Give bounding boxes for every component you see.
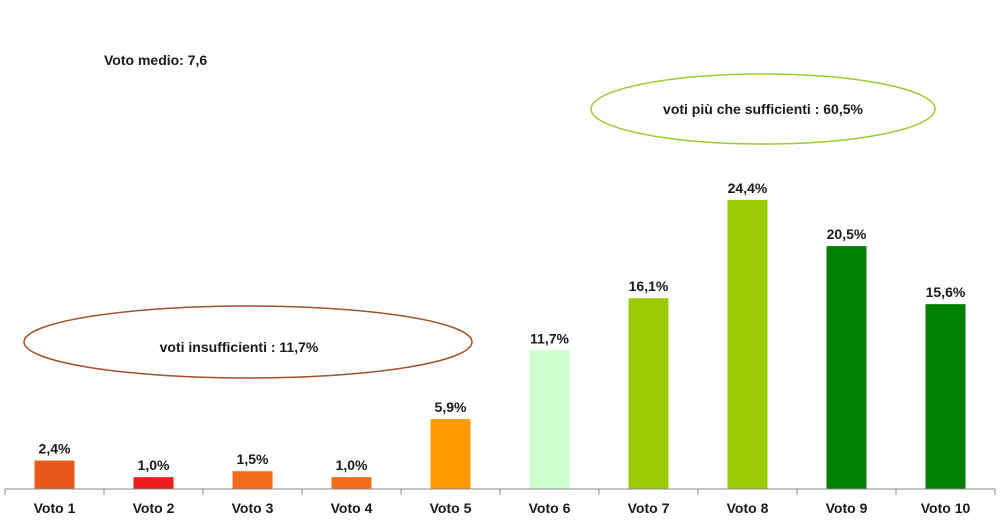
bar-4 [331, 477, 372, 489]
annotation-insufficient-text: voti insufficienti : 11,7% [160, 339, 319, 355]
value-label: 15,6% [926, 284, 966, 300]
bar-8 [727, 199, 768, 490]
annotation-sufficient: voti più che sufficienti : 60,5% [590, 73, 936, 145]
bar-2 [133, 477, 174, 489]
category-label: Voto 4 [331, 500, 373, 516]
value-label: 16,1% [629, 278, 669, 294]
value-label: 1,5% [237, 451, 269, 467]
annotation-insufficient-ellipse [23, 305, 473, 379]
value-label: 1,0% [138, 457, 170, 473]
value-label: 1,0% [336, 457, 368, 473]
category-label: Voto 7 [628, 500, 670, 516]
bar-3 [232, 471, 273, 489]
value-label: 2,4% [39, 441, 71, 457]
bar-7 [628, 298, 669, 489]
category-label: Voto 3 [232, 500, 274, 516]
annotation-sufficient-ellipse [590, 73, 936, 145]
bar-5 [430, 419, 471, 489]
value-label: 11,7% [530, 330, 569, 346]
annotation-insufficient: voti insufficienti : 11,7% [23, 305, 473, 379]
category-label: Voto 2 [133, 500, 175, 516]
category-labels-group: Voto 1 Voto 2 Voto 3 Voto 4 Voto 5 Voto 6 Voto… [34, 500, 971, 516]
category-label: Voto 5 [430, 500, 472, 516]
category-label: Voto 9 [826, 500, 868, 516]
x-axis-ticks-group [4, 489, 996, 495]
category-label: Voto 1 [34, 500, 76, 516]
value-label: 5,9% [435, 399, 467, 415]
bar-9 [826, 246, 867, 489]
category-label: Voto 8 [727, 500, 769, 516]
value-label: 24,4% [728, 180, 768, 196]
bar-1 [34, 460, 75, 489]
average-score-label: Voto medio: 7,6 [104, 52, 208, 68]
category-label: Voto 6 [529, 500, 571, 516]
annotation-sufficient-text: voti più che sufficienti : 60,5% [663, 101, 863, 117]
bar-10 [925, 304, 966, 489]
category-label: Voto 10 [921, 500, 971, 516]
bar-6 [529, 350, 570, 489]
value-label: 20,5% [827, 226, 867, 242]
value-labels-group: 2,4% 1,0% 1,5% 1,0% 5,9% 11,7% 16,1% 24,4% 20,5%… [39, 180, 966, 473]
bars-group [34, 199, 966, 490]
